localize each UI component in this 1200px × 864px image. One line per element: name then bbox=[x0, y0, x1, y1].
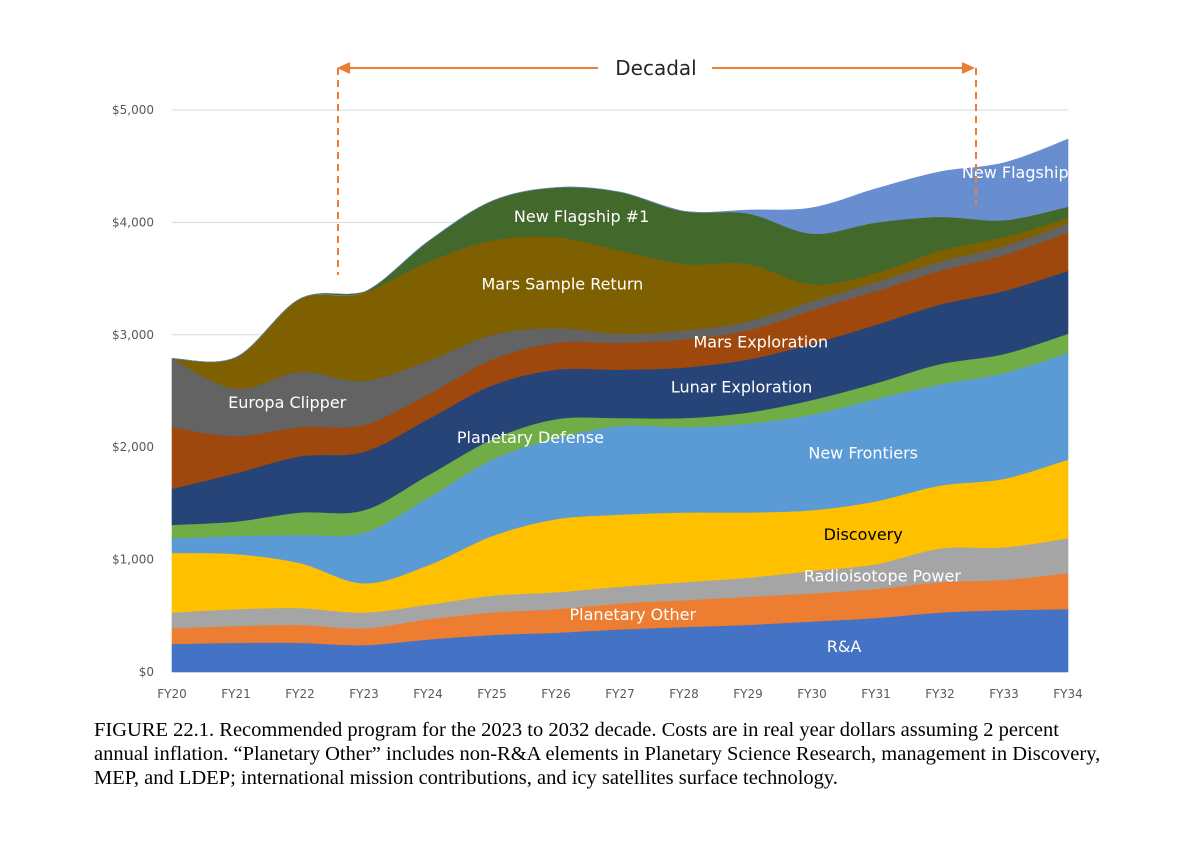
x-tick-label: FY34 bbox=[1053, 687, 1083, 701]
y-tick-label: $3,000 bbox=[112, 328, 154, 342]
x-tick-label: FY27 bbox=[605, 687, 635, 701]
series-label: Europa Clipper bbox=[228, 393, 347, 412]
y-tick-label: $1,000 bbox=[112, 553, 154, 567]
decadal-right-arrowhead bbox=[962, 62, 975, 74]
x-tick-label: FY23 bbox=[349, 687, 379, 701]
decadal-bracket: Decadal bbox=[337, 56, 977, 275]
series-label: Mars Sample Return bbox=[482, 274, 644, 293]
x-tick-label: FY24 bbox=[413, 687, 443, 701]
series-label: Planetary Other bbox=[570, 605, 697, 624]
x-tick-label: FY20 bbox=[157, 687, 187, 701]
series-label: Discovery bbox=[824, 525, 903, 544]
x-tick-label: FY29 bbox=[733, 687, 763, 701]
x-tick-label: FY21 bbox=[221, 687, 251, 701]
x-tick-label: FY31 bbox=[861, 687, 891, 701]
series-label: New Frontiers bbox=[808, 443, 918, 462]
series-label: Planetary Defense bbox=[457, 428, 604, 447]
series-label: New Flagship #2 bbox=[962, 163, 1097, 182]
stacked-area-chart: $0$1,000$2,000$3,000$4,000$5,000 FY20 FY2… bbox=[112, 56, 1097, 701]
series-label: Radioisotope Power bbox=[804, 566, 961, 585]
x-tick-label: FY22 bbox=[285, 687, 315, 701]
series-labels: R&A Planetary Other Radioisotope Power Disc… bbox=[228, 163, 1097, 656]
y-tick-label: $2,000 bbox=[112, 440, 154, 454]
y-tick-label: $0 bbox=[139, 665, 154, 679]
area-series bbox=[171, 138, 1069, 673]
x-axis-ticks: FY20 FY21 FY22 FY23 FY24 FY25 FY26 FY27 FY28 FY29… bbox=[157, 687, 1083, 701]
x-tick-label: FY28 bbox=[669, 687, 699, 701]
series-label: New Flagship #1 bbox=[514, 207, 649, 226]
x-tick-label: FY26 bbox=[541, 687, 571, 701]
x-tick-label: FY33 bbox=[989, 687, 1019, 701]
x-tick-label: FY30 bbox=[797, 687, 827, 701]
decadal-label: Decadal bbox=[615, 56, 696, 80]
area-new-flagship-2 bbox=[171, 138, 1069, 363]
series-label: R&A bbox=[827, 637, 862, 656]
y-tick-label: $5,000 bbox=[112, 103, 154, 117]
x-tick-label: FY32 bbox=[925, 687, 955, 701]
y-axis-ticks: $0 $1,000 $2,000 $3,000 $4,000 $5,000 bbox=[112, 103, 154, 679]
figure-caption: FIGURE 22.1. Recommended program for the… bbox=[94, 719, 1101, 789]
series-label: Lunar Exploration bbox=[671, 378, 812, 397]
x-tick-label: FY25 bbox=[477, 687, 507, 701]
decadal-left-arrowhead bbox=[337, 62, 350, 74]
y-tick-label: $4,000 bbox=[112, 215, 154, 229]
series-label: Mars Exploration bbox=[693, 332, 828, 351]
